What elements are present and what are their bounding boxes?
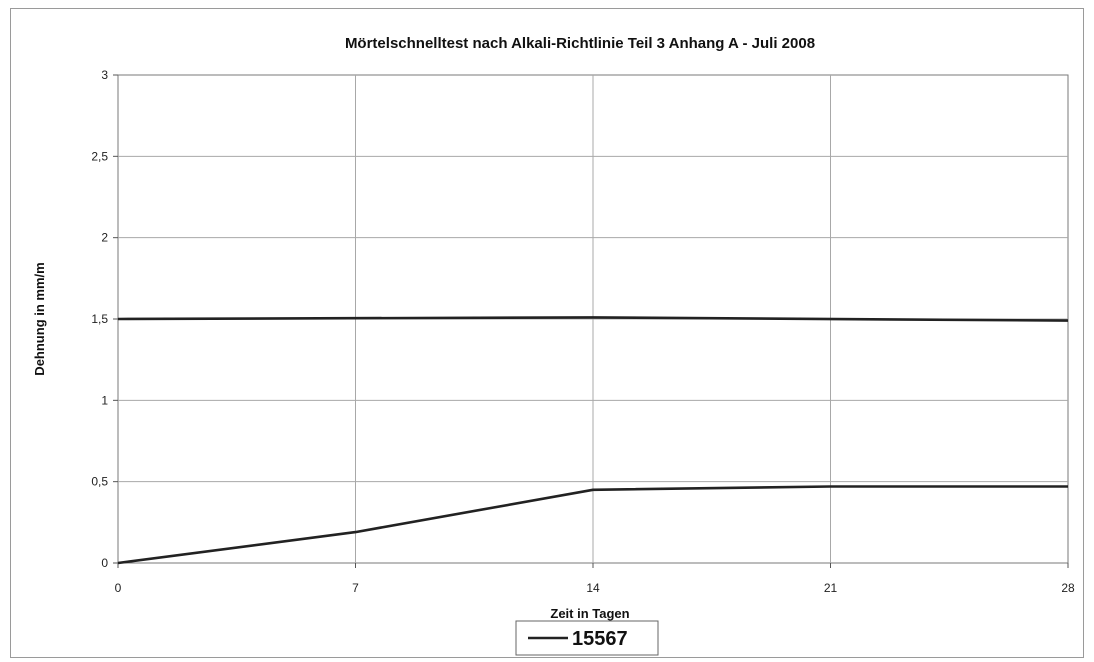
y-axis-label: Dehnung in mm/m [32,262,47,375]
x-axis-label: Zeit in Tagen [550,606,629,621]
legend-label-15567: 15567 [572,628,628,650]
series-line-15567 [117,485,1068,565]
y-tick-label: 1 [101,393,108,407]
x-tick-label: 21 [824,581,838,595]
y-tick-label: 3 [101,68,108,82]
x-tick-label: 28 [1061,581,1075,595]
y-tick-label: 0,5 [91,475,108,489]
x-tick-label: 7 [352,581,359,595]
reference-line [117,316,1069,322]
legend: 15567 [515,620,659,656]
x-tick-label: 14 [586,581,600,595]
y-tick-label: 2,5 [91,149,108,163]
chart-title: Mörtelschnelltest nach Alkali-Richtlinie… [345,35,815,52]
x-tick-label: 0 [115,581,122,595]
y-tick-label: 2 [101,231,108,245]
y-tick-label: 1,5 [91,312,108,326]
y-tick-label: 0 [101,556,108,570]
